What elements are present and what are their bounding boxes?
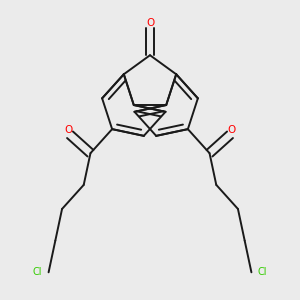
Text: Cl: Cl: [258, 267, 267, 277]
Text: O: O: [227, 125, 236, 135]
Text: O: O: [64, 125, 73, 135]
Text: Cl: Cl: [33, 267, 42, 277]
Text: O: O: [146, 18, 154, 28]
